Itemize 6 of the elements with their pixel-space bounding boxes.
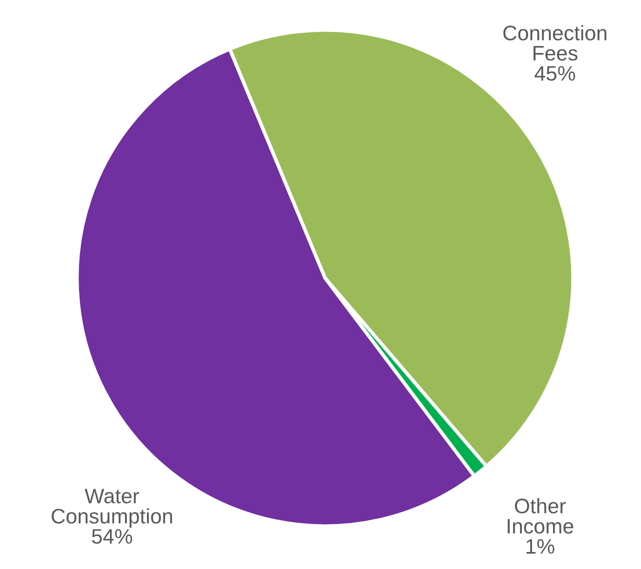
data-label: 45%: [534, 66, 576, 81]
slice-label: Water Consumption: [52, 488, 172, 528]
data-label: 54%: [92, 529, 132, 544]
data-label: 1%: [526, 539, 554, 554]
slice-label: Other Income: [508, 498, 574, 534]
slice-label: Connection Fees: [503, 25, 606, 61]
